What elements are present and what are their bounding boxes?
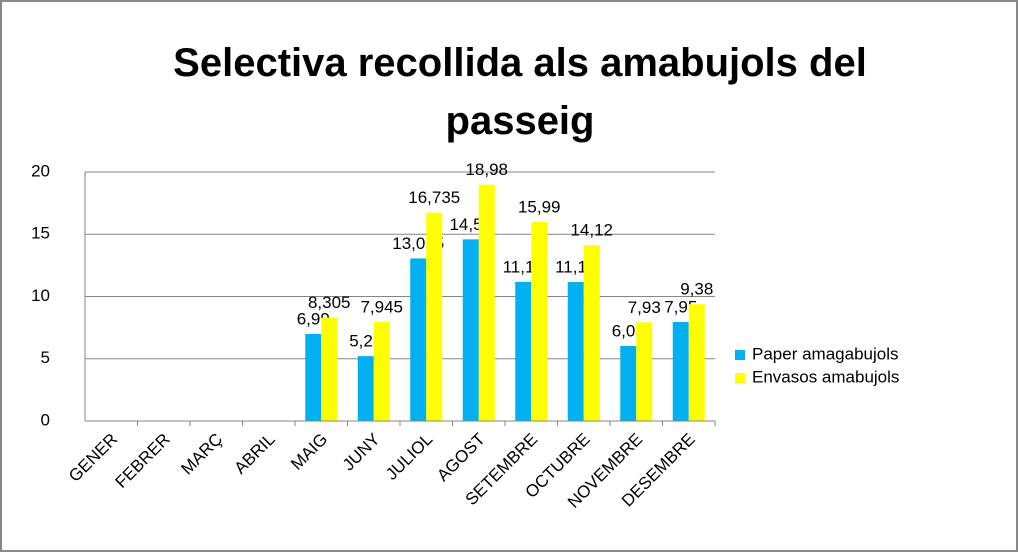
bar <box>583 245 600 421</box>
bar <box>410 258 427 421</box>
bar <box>305 333 322 421</box>
bar <box>462 239 479 421</box>
chart-title: Selectiva recollida als amabujols del pa… <box>173 41 867 143</box>
legend-label: Envasos amabujols <box>752 367 899 386</box>
bar <box>620 345 637 421</box>
bar <box>636 322 653 421</box>
bar <box>426 212 443 421</box>
value-label: 7,945 <box>360 298 403 317</box>
bar <box>357 356 374 421</box>
bar <box>567 282 584 421</box>
bar <box>373 322 390 421</box>
y-tick-label: 20 <box>31 161 50 180</box>
value-label: 8,305 <box>308 293 351 312</box>
bar <box>688 304 705 421</box>
value-label: 14,12 <box>570 221 613 240</box>
bar <box>321 317 338 421</box>
value-label: 16,735 <box>408 188 460 207</box>
y-tick-label: 5 <box>41 348 50 367</box>
bar <box>531 221 548 421</box>
y-tick-label: 15 <box>31 224 50 243</box>
value-label: 7,93 <box>628 298 661 317</box>
y-tick-label: 0 <box>41 410 50 429</box>
value-label: 9,38 <box>680 280 713 299</box>
legend-swatch <box>735 373 745 383</box>
bar <box>478 184 495 421</box>
legend-swatch <box>735 350 745 360</box>
legend-label: Paper amagabujols <box>752 344 898 363</box>
value-label: 15,99 <box>518 197 561 216</box>
bar <box>515 281 532 421</box>
bar <box>672 322 689 421</box>
y-tick-label: 10 <box>31 286 50 305</box>
value-label: 18,98 <box>465 160 508 179</box>
